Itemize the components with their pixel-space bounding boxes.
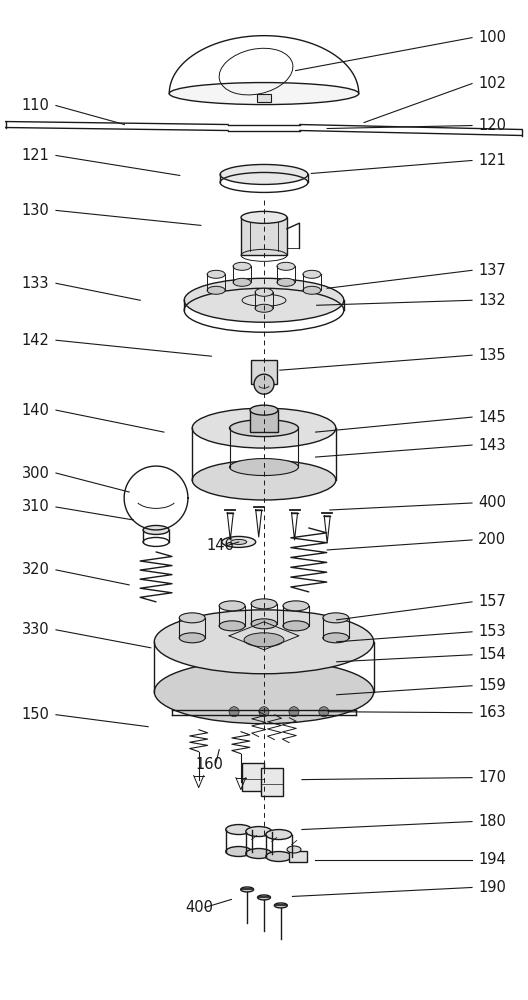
Text: 157: 157 (478, 594, 506, 609)
Ellipse shape (220, 164, 308, 184)
Circle shape (289, 707, 299, 717)
Ellipse shape (246, 827, 272, 837)
Text: 160: 160 (195, 757, 223, 772)
Circle shape (229, 707, 239, 717)
Text: 143: 143 (478, 438, 506, 453)
Ellipse shape (255, 288, 273, 296)
Text: 320: 320 (22, 562, 50, 577)
Ellipse shape (226, 825, 252, 835)
Text: 154: 154 (478, 647, 506, 662)
Bar (241, 217, 287, 255)
Ellipse shape (244, 633, 284, 647)
Ellipse shape (169, 83, 359, 105)
Text: 100: 100 (478, 30, 506, 45)
Text: 170: 170 (478, 770, 506, 785)
Ellipse shape (283, 601, 309, 611)
Ellipse shape (241, 211, 287, 223)
Text: 102: 102 (478, 76, 506, 91)
Ellipse shape (192, 408, 336, 448)
Ellipse shape (266, 852, 291, 861)
Circle shape (259, 707, 269, 717)
Text: 310: 310 (22, 499, 50, 514)
Ellipse shape (219, 621, 245, 631)
Bar (251, 360, 277, 384)
Text: 159: 159 (478, 678, 506, 693)
Ellipse shape (143, 525, 169, 534)
Text: 133: 133 (22, 276, 49, 291)
Text: 330: 330 (22, 622, 50, 637)
Ellipse shape (219, 601, 245, 611)
Ellipse shape (266, 830, 291, 840)
Text: 150: 150 (22, 707, 50, 722)
Ellipse shape (226, 847, 252, 857)
Text: 400: 400 (478, 495, 506, 510)
Ellipse shape (246, 849, 272, 859)
Text: 137: 137 (478, 263, 506, 278)
Bar (257, 94, 271, 102)
Ellipse shape (192, 460, 336, 500)
Text: 142: 142 (22, 333, 50, 348)
Text: 145: 145 (478, 410, 506, 425)
Text: 110: 110 (22, 98, 50, 113)
Ellipse shape (233, 278, 251, 286)
Ellipse shape (230, 459, 298, 476)
Text: 200: 200 (478, 532, 506, 547)
Ellipse shape (255, 304, 273, 312)
Ellipse shape (184, 278, 344, 322)
Text: 400: 400 (185, 900, 213, 915)
Ellipse shape (241, 887, 253, 892)
Ellipse shape (250, 405, 278, 415)
Text: 153: 153 (478, 624, 506, 639)
Ellipse shape (230, 420, 298, 437)
Text: 120: 120 (478, 118, 506, 133)
Ellipse shape (287, 846, 301, 853)
Text: 146: 146 (206, 538, 234, 553)
Ellipse shape (207, 270, 225, 278)
Ellipse shape (251, 619, 277, 629)
Text: 163: 163 (478, 705, 506, 720)
Text: 121: 121 (478, 153, 506, 168)
Text: 130: 130 (22, 203, 50, 218)
Ellipse shape (283, 621, 309, 631)
Ellipse shape (303, 286, 321, 294)
Text: 135: 135 (478, 348, 506, 363)
Ellipse shape (154, 660, 374, 724)
Bar (242, 763, 265, 791)
Ellipse shape (277, 278, 295, 286)
Ellipse shape (258, 895, 270, 900)
Text: 132: 132 (478, 293, 506, 308)
Bar (289, 851, 307, 862)
Bar (250, 410, 278, 432)
Ellipse shape (179, 633, 205, 643)
Text: 121: 121 (22, 148, 50, 163)
Ellipse shape (275, 903, 287, 908)
Ellipse shape (207, 286, 225, 294)
Ellipse shape (323, 613, 349, 623)
Ellipse shape (323, 633, 349, 643)
Bar (261, 768, 283, 796)
Ellipse shape (251, 599, 277, 609)
Text: 140: 140 (22, 403, 50, 418)
Ellipse shape (179, 613, 205, 623)
Ellipse shape (154, 610, 374, 674)
Text: 300: 300 (22, 466, 50, 481)
Ellipse shape (277, 262, 295, 270)
Circle shape (254, 374, 274, 394)
Text: 190: 190 (478, 880, 506, 895)
Circle shape (319, 707, 329, 717)
Ellipse shape (233, 262, 251, 270)
Ellipse shape (231, 539, 247, 544)
Text: 194: 194 (478, 852, 506, 867)
Ellipse shape (303, 270, 321, 278)
Text: 180: 180 (478, 814, 506, 829)
Ellipse shape (222, 536, 256, 547)
